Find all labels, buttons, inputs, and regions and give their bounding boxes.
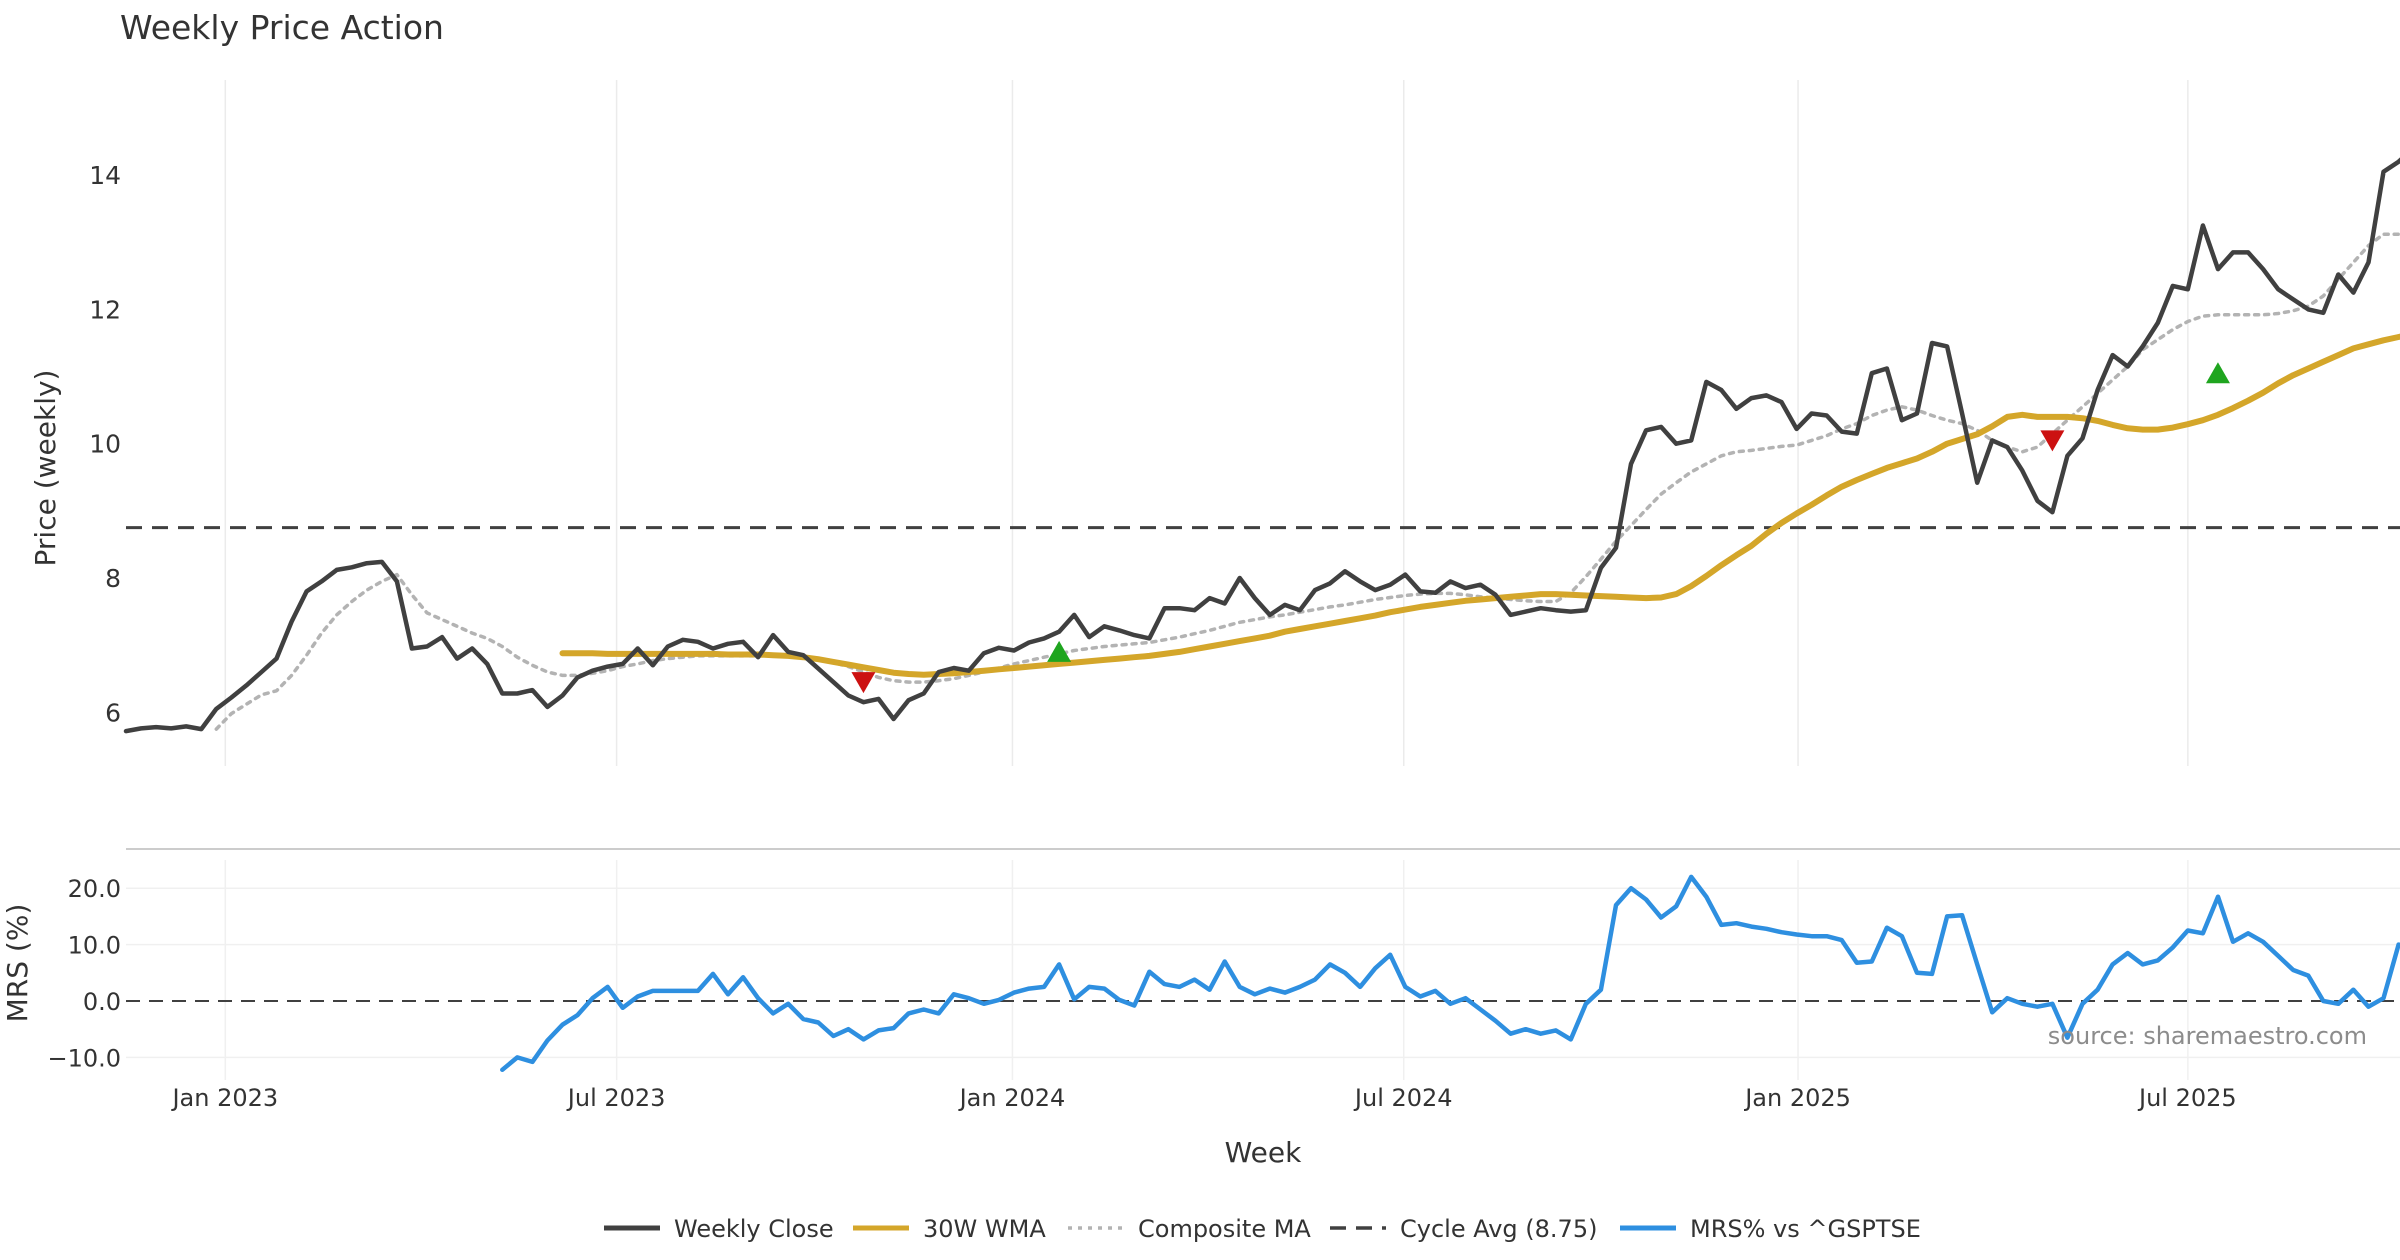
composite-ma-line: [214, 232, 2400, 731]
price-y-tick-label: 8: [105, 564, 121, 593]
price-y-tick-label: 6: [105, 698, 121, 727]
mrs-y-tick-label: 0.0: [83, 988, 121, 1016]
x-tick-label: Jul 2025: [2137, 1084, 2237, 1112]
mrs-y-axis-label: MRS (%): [1, 904, 34, 1023]
x-tick-label: Jan 2024: [958, 1084, 1066, 1112]
legend-label: Composite MA: [1138, 1215, 1311, 1243]
chart-title: Weekly Price Action: [120, 8, 444, 47]
wma-30w-line: [559, 333, 2400, 678]
mrs-y-tick-label: 10.0: [68, 932, 121, 960]
mrs-y-tick-label: −10.0: [47, 1044, 121, 1072]
mrs-y-axis: 20.0 10.0 0.0 −10.0: [47, 875, 121, 1072]
legend-label: 30W WMA: [923, 1215, 1046, 1243]
price-y-axis: 6 8 10 12 14: [89, 161, 121, 727]
price-y-tick-label: 10: [89, 430, 121, 459]
price-y-axis-label: Price (weekly): [29, 370, 62, 567]
source-annotation: source: sharemaestro.com: [2048, 1022, 2367, 1050]
x-tick-label: Jul 2023: [566, 1084, 666, 1112]
x-axis-label: Week: [1225, 1136, 1302, 1169]
legend: Weekly Close 30W WMA Composite MA Cycle Avg…: [604, 1215, 1921, 1243]
price-series-group: [123, 157, 2400, 734]
x-tick-label: Jan 2023: [170, 1084, 278, 1112]
signal-markers: [851, 362, 2230, 694]
x-tick-label: Jul 2024: [1353, 1084, 1453, 1112]
legend-label: Weekly Close: [674, 1215, 834, 1243]
weekly-close-line: [123, 157, 2400, 734]
sell-signal-marker: [851, 672, 876, 694]
price-panel-gridlines: [224, 80, 2189, 766]
x-axis: Jan 2023 Jul 2023 Jan 2024 Jul 2024 Jan 2025…: [170, 1084, 2236, 1112]
mrs-series-group: [126, 874, 2400, 1073]
mrs-line: [500, 874, 2400, 1073]
price-y-tick-label: 14: [89, 161, 121, 190]
x-tick-label: Jan 2025: [1743, 1084, 1851, 1112]
mrs-y-tick-label: 20.0: [68, 875, 121, 903]
mrs-panel-gridlines: [126, 860, 2400, 1080]
buy-signal-marker: [1047, 640, 1072, 662]
sell-signal-marker: [2040, 430, 2065, 452]
legend-label: Cycle Avg (8.75): [1400, 1215, 1597, 1243]
legend-label: MRS% vs ^GSPTSE: [1690, 1215, 1921, 1243]
price-y-tick-label: 12: [89, 295, 121, 324]
buy-signal-marker: [2205, 362, 2230, 384]
